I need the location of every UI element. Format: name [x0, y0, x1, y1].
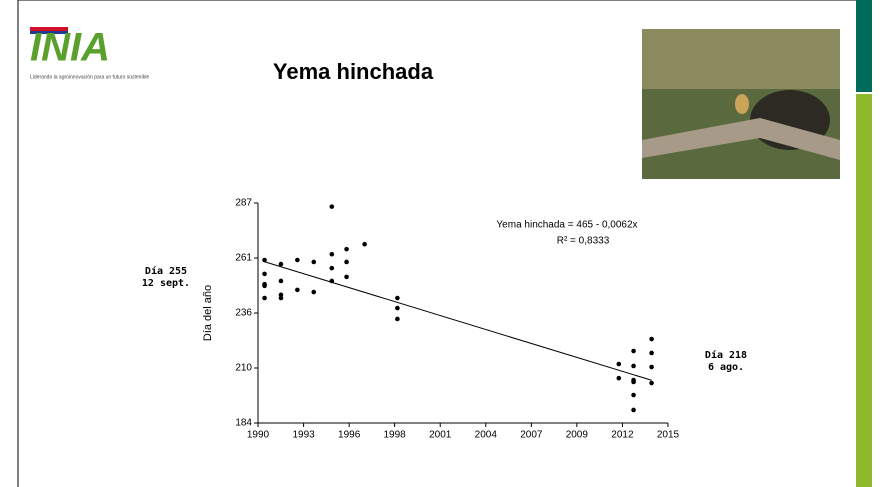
- point: [631, 407, 636, 413]
- point: [631, 392, 636, 398]
- logo-tagline: Liderando la agroinnovación para un futu…: [30, 74, 149, 80]
- point: [395, 316, 400, 322]
- x-tick-label: 2009: [566, 430, 589, 441]
- annotation: Día 218: [705, 349, 747, 361]
- trend-equation: Yema hinchada = 465 - 0,0062x: [496, 220, 637, 231]
- point: [616, 375, 622, 381]
- point: [311, 259, 317, 265]
- y-tick-label: 184: [235, 418, 252, 429]
- point: [649, 350, 654, 356]
- y-tick-label: 287: [235, 198, 252, 209]
- x-tick-label: 1998: [383, 430, 406, 441]
- photo: [642, 29, 840, 179]
- point: [329, 278, 335, 284]
- y-tick-label: 261: [235, 253, 252, 264]
- x-tick-label: 2015: [657, 430, 680, 441]
- x-tick-label: 1990: [247, 430, 270, 441]
- y-axis-label: Día del año: [202, 285, 214, 341]
- point: [262, 257, 267, 263]
- point: [262, 295, 267, 301]
- point: [344, 274, 349, 280]
- x-tick-label: 2001: [429, 430, 452, 441]
- point: [329, 251, 335, 257]
- point: [631, 363, 636, 369]
- trend-r2: R² = 0,8333: [557, 236, 610, 247]
- x-tick-label: 2012: [611, 430, 634, 441]
- point: [344, 259, 349, 265]
- point: [329, 204, 335, 209]
- point: [362, 241, 367, 247]
- point: [631, 379, 636, 385]
- chart-title: Yema hinchada: [273, 59, 434, 84]
- annotation: 6 ago.: [708, 362, 744, 373]
- point: [278, 295, 284, 301]
- logo-stripe-red: [30, 27, 68, 31]
- trendline: [264, 261, 652, 381]
- x-tick-label: 1996: [338, 430, 361, 441]
- point: [278, 278, 284, 284]
- annotation: Día 255: [145, 265, 187, 277]
- point: [649, 336, 654, 342]
- point: [649, 364, 654, 370]
- point: [344, 246, 349, 252]
- y-tick-label: 210: [235, 363, 252, 374]
- logo-stripe-blue: [30, 31, 68, 34]
- side-band-dark: [856, 0, 872, 92]
- point: [262, 283, 267, 289]
- point: [278, 261, 284, 267]
- point: [395, 295, 400, 301]
- point: [329, 265, 335, 271]
- point: [295, 287, 300, 293]
- annotation: 12 sept.: [142, 278, 190, 289]
- x-tick-label: 2004: [475, 430, 498, 441]
- point: [395, 305, 400, 311]
- point: [262, 271, 267, 277]
- point: [311, 289, 317, 295]
- point: [616, 361, 622, 367]
- side-band-green: [856, 94, 872, 487]
- point: [649, 380, 654, 386]
- point: [295, 257, 300, 263]
- point: [631, 348, 636, 354]
- x-tick-label: 2007: [520, 430, 543, 441]
- x-tick-label: 1993: [292, 430, 315, 441]
- point: [278, 292, 284, 298]
- logo-text: INIA: [30, 26, 110, 70]
- y-tick-label: 236: [235, 308, 252, 319]
